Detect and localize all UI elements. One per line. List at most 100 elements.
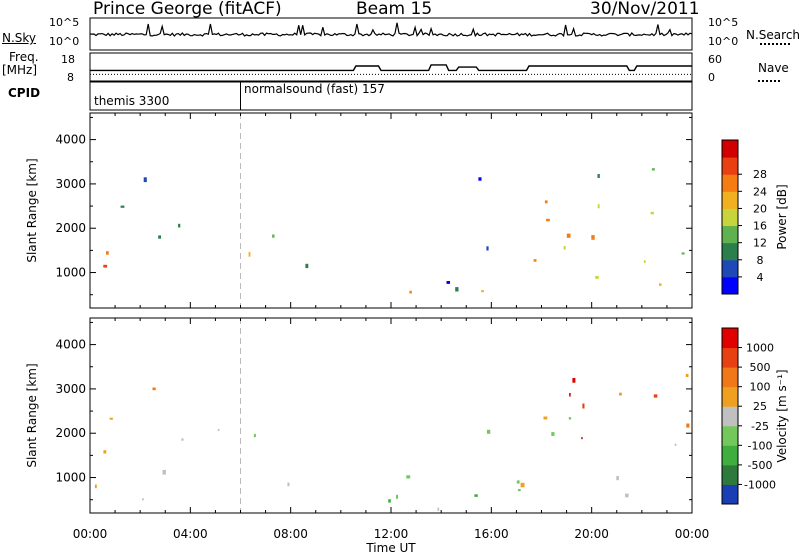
range-cell [674, 443, 677, 446]
colorbar-label: Velocity [m s⁻¹] [775, 369, 789, 462]
nsearch-tick-high: 10^5 [708, 16, 739, 29]
colorbar-swatch [722, 464, 738, 485]
freq-step-line [90, 64, 692, 72]
range-cell [248, 251, 251, 257]
colorbar-swatch [722, 191, 738, 209]
range-cell [651, 168, 655, 171]
velocity-region-5 [437, 507, 440, 511]
colorbar-tick-label: -25 [751, 420, 769, 433]
range-cell [572, 378, 576, 383]
range-cell [597, 204, 600, 209]
colorbar-tick-label: -500 [748, 459, 773, 472]
power-region-9 [597, 168, 685, 263]
colorbar-swatch [722, 367, 738, 388]
range-cell [217, 428, 220, 431]
power-region-4 [305, 263, 309, 269]
y-axis-label: Slant Range [km] [25, 363, 39, 467]
range-cell [181, 438, 184, 441]
cpid-label: CPID [8, 86, 41, 100]
panel-background [90, 113, 692, 308]
x-tick-label: 00:00 [675, 527, 710, 541]
range-cell [568, 417, 572, 420]
colorbar-frame [721, 139, 739, 295]
y-tick-label: 1000 [55, 471, 86, 485]
velocity-region-8 [619, 373, 690, 428]
freq-unit: [MHz] [2, 63, 38, 77]
colorbar-swatch [722, 208, 738, 227]
velocity-region-7 [569, 378, 585, 440]
range-cell [566, 233, 571, 238]
range-cell [455, 287, 459, 292]
range-cell [437, 507, 440, 511]
colorbar-tick-label: 24 [753, 185, 767, 198]
range-cell [162, 469, 166, 475]
range-cell [581, 437, 583, 440]
power-region-6 [446, 177, 489, 292]
colorbar-swatch [722, 174, 738, 192]
cpid-segment-1: themis 3300 [94, 94, 170, 108]
range-cell [543, 416, 548, 420]
range-cell [158, 235, 161, 239]
range-cell [546, 218, 550, 222]
power-region-2 [120, 177, 147, 208]
colorbar-swatch [722, 276, 738, 295]
range-cell [520, 482, 525, 488]
range-cell [409, 290, 412, 294]
range-cell [597, 174, 600, 178]
colorbar-swatch [722, 225, 738, 244]
nave-tick-low: 0 [708, 71, 715, 84]
y-tick-label: 2000 [55, 426, 86, 440]
y-axis-label: Slant Range [km] [25, 158, 39, 262]
range-cell [143, 177, 147, 183]
cpid-panel-frame [89, 81, 693, 111]
x-tick-label: 00:00 [73, 527, 108, 541]
colorbar-tick-label: 500 [750, 361, 771, 374]
nsearch-tick-low: 10^0 [708, 35, 739, 48]
nave-tick-high: 60 [708, 53, 722, 66]
range-cell [650, 211, 654, 215]
nave-legend-dots [758, 80, 780, 82]
colorbar-frame [721, 327, 739, 505]
nsky-trace [89, 22, 693, 38]
colorbar-swatch [722, 242, 738, 261]
range-cell [653, 394, 658, 398]
range-cell [106, 251, 109, 255]
colorbar-tick-label: 4 [757, 271, 764, 284]
colorbar-tick-label: 1000 [746, 342, 774, 355]
nsearch-legend-dots [760, 43, 790, 45]
range-cell [486, 246, 489, 251]
range-cell [396, 494, 398, 499]
nave-label: Nave [758, 61, 789, 75]
range-cell [681, 252, 685, 255]
power-region-1 [158, 223, 181, 239]
x-tick-label: 04:00 [173, 527, 208, 541]
freq-tick-low: 8 [67, 71, 74, 84]
range-cell [563, 246, 566, 250]
freq-panel-frame [89, 52, 693, 82]
power-region-0 [103, 251, 109, 268]
nsky-label: N.Sky [2, 31, 37, 45]
x-tick-label: 20:00 [574, 527, 609, 541]
x-tick-label: 08:00 [273, 527, 308, 541]
colorbar-tick-label: 100 [750, 381, 771, 394]
range-cell [544, 200, 548, 204]
range-cell [406, 475, 411, 479]
colorbar-swatch [722, 484, 738, 505]
velocity-region-1 [103, 387, 156, 454]
x-tick-label: 12:00 [374, 527, 409, 541]
range-cell [659, 283, 662, 286]
colorbar-swatch [722, 445, 738, 466]
colorbar-swatch [722, 328, 738, 349]
power-region-8 [544, 200, 550, 222]
colorbar-swatch [722, 386, 738, 407]
colorbar-tick-label: 20 [753, 202, 767, 215]
range-cell [142, 498, 144, 501]
freq-tick-high: 18 [61, 53, 75, 66]
panel-background [90, 318, 692, 513]
range-cell [625, 493, 629, 498]
colorbar-swatch [722, 140, 738, 158]
y-tick-label: 2000 [55, 221, 86, 235]
range-cell [595, 276, 599, 279]
freq-label: Freq. [9, 50, 39, 64]
